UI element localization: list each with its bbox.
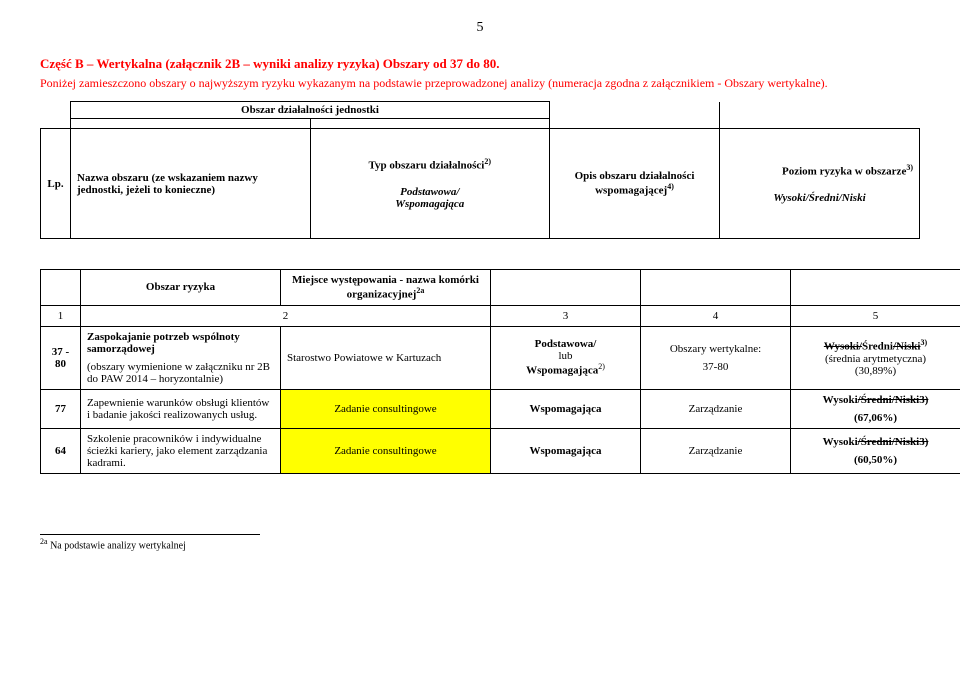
data-table: Obszar ryzyka Miejsce występowania - naz… <box>40 269 960 474</box>
dh-location-sup: 2a <box>416 286 424 295</box>
row-c6-sup: 3) <box>920 338 927 347</box>
footnote-text: Na podstawie analizy wertykalnej <box>48 540 186 551</box>
numrow-2: 2 <box>81 305 491 326</box>
table-row: 37 - 80 Zaspokajanie potrzeb wspólnoty s… <box>41 326 960 389</box>
numrow-5: 5 <box>791 305 960 326</box>
row-area: Zapewnienie warunków obsługi klientów i … <box>81 389 281 428</box>
row-loc: Zadanie consultingowe <box>281 389 491 428</box>
dh-location: Miejsce występowania - nazwa komórki org… <box>281 270 491 306</box>
head-typ-l1: Typ obszaru działalności <box>368 160 484 172</box>
head-typ-l2: Podstawowa/ <box>317 186 544 198</box>
part-subtitle: Poniżej zamieszczono obszary o najwyższy… <box>40 76 920 91</box>
head-opis-l2: wspomagającej <box>595 185 667 197</box>
head-poz-l1: Poziom ryzyka w obszarze <box>782 166 906 178</box>
row-c6-s2: /Niski <box>893 341 921 353</box>
row-c5: Obszary wertykalne: 37-80 <box>641 326 791 389</box>
row-c4: Wspomagająca <box>491 389 641 428</box>
row-c4: Wspomagająca <box>491 428 641 473</box>
dh-location-text: Miejsce występowania - nazwa komórki org… <box>292 274 479 301</box>
head-opis-sup: 4) <box>667 182 674 191</box>
head-poz-sup: 3) <box>906 163 913 172</box>
head-name: Nazwa obszaru (ze wskazaniem nazwy jedno… <box>71 129 311 239</box>
header-table: Obszar działalności jednostki Lp. Nazwa … <box>40 101 920 239</box>
row-loc: Starostwo Powiatowe w Kartuzach <box>281 326 491 389</box>
row-c6: Wysoki/Średni/Niski3) (średnia arytmetyc… <box>791 326 960 389</box>
row-num: 64 <box>41 428 81 473</box>
head-poz-l2: Wysoki/Średni/Niski <box>726 192 913 204</box>
numrow-3: 3 <box>491 305 641 326</box>
row-c4-l2: lub <box>497 350 634 362</box>
row-c5-l1: Obszary wertykalne: <box>647 343 784 355</box>
row-c4-sup: 2) <box>598 362 605 371</box>
row-area: Zaspokajanie potrzeb wspólnoty samorządo… <box>81 326 281 389</box>
row-c5: Zarządzanie <box>641 428 791 473</box>
footnote-sup: 2a <box>40 537 48 546</box>
head-typ: Typ obszaru działalności2) Podstawowa/ W… <box>310 129 550 239</box>
row-c6-strike: /Średni/Niski3) <box>858 436 929 448</box>
numrow-4: 4 <box>641 305 791 326</box>
head-typ-l3: Wspomagająca <box>317 198 544 210</box>
page-number: 5 <box>40 20 920 36</box>
row-c6: Wysoki/Średni/Niski3) (67,06%) <box>791 389 960 428</box>
head-poz: Poziom ryzyka w obszarze3) Wysoki/Średni… <box>720 129 920 239</box>
row-c6: Wysoki/Średni/Niski3) (60,50%) <box>791 428 960 473</box>
row-c6-l3: (60,50%) <box>797 454 954 466</box>
table-row: 77 Zapewnienie warunków obsługi klientów… <box>41 389 960 428</box>
row-area: Szkolenie pracowników i indywidualne ści… <box>81 428 281 473</box>
part-title: Część B – Wertykalna (załącznik 2B – wyn… <box>40 56 920 72</box>
row-c6-strike: /Średni/Niski3) <box>858 394 929 406</box>
row-c6-s1: Wysoki/ <box>824 341 862 353</box>
row-loc: Zadanie consultingowe <box>281 428 491 473</box>
numrow-1: 1 <box>41 305 81 326</box>
unit-area-label: Obszar działalności jednostki <box>71 102 550 119</box>
head-name-text: Nazwa obszaru (ze wskazaniem nazwy jedno… <box>77 172 258 196</box>
row-num: 37 - 80 <box>41 326 81 389</box>
dh-risk-area: Obszar ryzyka <box>81 270 281 306</box>
row-num: 77 <box>41 389 81 428</box>
row-c4-l1: Podstawowa/ <box>497 338 634 350</box>
row-area-rest: (obszary wymienione w załączniku nr 2B d… <box>87 361 274 385</box>
head-opis: Opis obszaru działalności wspomagającej4… <box>550 129 720 239</box>
row-c4: Podstawowa/ lub Wspomagająca2) <box>491 326 641 389</box>
row-c6-l3: (30,89%) <box>797 365 954 377</box>
row-c6-lead: Wysoki <box>823 436 858 448</box>
head-typ-sup: 2) <box>484 157 491 166</box>
row-c5-l2: 37-80 <box>647 361 784 373</box>
table-row: 64 Szkolenie pracowników i indywidualne … <box>41 428 960 473</box>
row-c5: Zarządzanie <box>641 389 791 428</box>
head-opis-l1: Opis obszaru działalności <box>575 170 695 182</box>
row-c6-l2: (średnia arytmetyczna) <box>797 353 954 365</box>
row-c6-l3: (67,06%) <box>797 412 954 424</box>
row-area-bold: Zaspokajanie potrzeb wspólnoty samorządo… <box>87 331 274 355</box>
row-c4-l3: Wspomagająca <box>526 365 598 377</box>
row-c6-lead: Wysoki <box>823 394 858 406</box>
footnote: 2a Na podstawie analizy wertykalnej <box>40 534 260 551</box>
row-c6-p: Średni <box>862 341 893 353</box>
head-lp: Lp. <box>41 129 71 239</box>
